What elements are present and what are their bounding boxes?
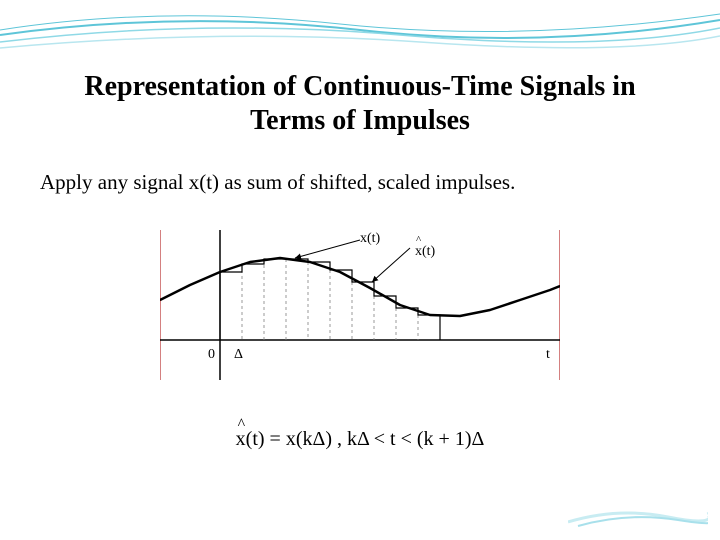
equation: x(t) = x(kΔ) , kΔ < t < (k + 1)Δ bbox=[0, 428, 720, 451]
body-text: Apply any signal x(t) as sum of shifted,… bbox=[40, 170, 680, 195]
title-line-2: Terms of Impulses bbox=[250, 105, 470, 136]
signal-figure: x(t)^x(t)0Δt bbox=[160, 230, 560, 380]
slide-title: Representation of Continuous-Time Signal… bbox=[0, 70, 720, 137]
eq-lhs-var: x bbox=[236, 428, 246, 451]
title-line-1: Representation of Continuous-Time Signal… bbox=[84, 71, 635, 102]
top-wave-decoration bbox=[0, 0, 720, 60]
svg-text:x(t): x(t) bbox=[415, 244, 436, 259]
eq-rhs: = x(kΔ) , kΔ < t < (k + 1)Δ bbox=[265, 428, 485, 450]
bottom-wave-decoration bbox=[568, 502, 708, 532]
svg-text:x(t): x(t) bbox=[360, 231, 381, 246]
eq-lhs-arg: (t) bbox=[246, 428, 265, 450]
svg-text:0: 0 bbox=[208, 347, 215, 362]
svg-text:t: t bbox=[546, 347, 550, 362]
svg-text:Δ: Δ bbox=[234, 347, 243, 362]
